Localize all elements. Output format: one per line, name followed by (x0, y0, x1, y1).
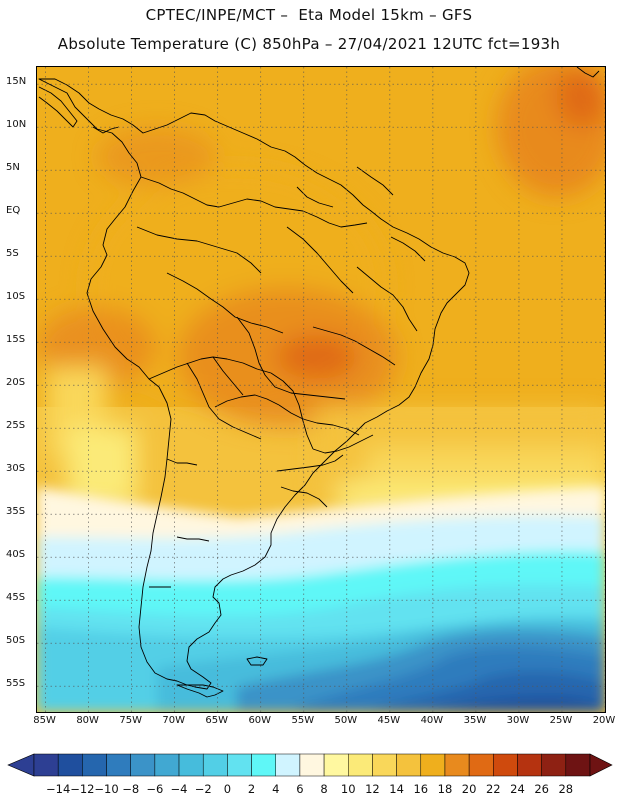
legend-value-label: 22 (485, 782, 501, 796)
legend-value-label: 16 (413, 782, 429, 796)
map-title-line-2: Absolute Temperature (C) 850hPa – 27/04/… (57, 35, 561, 53)
latitude-label: EQ (6, 205, 21, 217)
latitude-label: 30S (6, 463, 26, 475)
longitude-label: 40W (420, 715, 444, 726)
longitude-label: 30W (506, 715, 530, 726)
legend-color-swatch (154, 753, 180, 777)
legend-value-label: 6 (296, 782, 304, 796)
longitude-label: 35W (463, 715, 487, 726)
longitude-label: 60W (248, 715, 272, 726)
legend-color-swatch (227, 753, 252, 777)
legend-value-label: 18 (437, 782, 453, 796)
lat-lon-grid (37, 67, 605, 712)
longitude-label: 85W (33, 715, 56, 726)
legend-color-swatch (372, 753, 397, 777)
legend-value-label: 26 (534, 782, 549, 796)
legend-color-swatch (106, 753, 131, 777)
legend-color-swatch (299, 753, 325, 777)
legend-value-label: 10 (340, 782, 356, 796)
legend-color-swatch (57, 753, 83, 777)
latitude-label: 15N (6, 76, 27, 88)
longitude-label: 70W (162, 715, 185, 726)
legend-value-label: −8 (122, 782, 140, 796)
legend-value-label: −2 (194, 782, 212, 796)
legend-color-swatch (348, 753, 373, 777)
longitude-label: 25W (549, 715, 573, 726)
legend-value-label: 2 (247, 782, 256, 796)
legend-value-label: −10 (94, 782, 119, 796)
temperature-color-legend (7, 753, 613, 777)
longitude-label: 55W (291, 715, 315, 726)
longitude-label: 65W (205, 715, 229, 726)
legend-value-label: −4 (170, 782, 188, 796)
legend-value-label: −6 (146, 782, 164, 796)
latitude-label: 50S (6, 635, 26, 647)
legend-color-swatch (493, 753, 518, 777)
legend-value-label: 24 (510, 782, 525, 796)
legend-color-swatch (251, 753, 276, 777)
longitude-label: 45W (377, 715, 401, 726)
legend-color-swatch (275, 753, 301, 777)
longitude-label: 75W (119, 715, 142, 726)
latitude-label: 5N (6, 162, 20, 174)
legend-color-swatch (468, 753, 494, 777)
longitude-label: 80W (76, 715, 99, 726)
legend-color-swatch (33, 753, 59, 777)
legend-color-swatch (202, 753, 228, 777)
legend-arrow-high (589, 753, 613, 777)
legend-value-label: 14 (389, 782, 404, 796)
legend-color-swatch (444, 753, 470, 777)
legend-color-swatch (323, 753, 349, 777)
legend-value-label: 4 (272, 782, 280, 796)
legend-value-label: 28 (558, 782, 574, 796)
legend-color-swatch (178, 753, 204, 777)
latitude-label: 40S (6, 549, 26, 561)
legend-value-label: −12 (70, 782, 95, 796)
legend-value-label: −14 (46, 782, 71, 796)
legend-value-label: 20 (461, 782, 477, 796)
temperature-shading (37, 67, 605, 712)
latitude-label: 20S (6, 377, 26, 389)
legend-color-swatch (82, 753, 107, 777)
latitude-label: 55S (6, 678, 26, 690)
latitude-label: 15S (6, 334, 26, 346)
legend-value-label: 12 (365, 782, 380, 796)
latitude-label: 10N (6, 119, 27, 131)
legend-value-label: 8 (320, 782, 328, 796)
legend-color-swatch (130, 753, 156, 777)
latitude-label: 35S (6, 506, 26, 518)
latitude-label: 5S (6, 248, 19, 260)
latitude-label: 10S (6, 291, 26, 303)
legend-color-swatch (420, 753, 446, 777)
legend-color-swatch (517, 753, 542, 777)
legend-arrow-low (7, 753, 35, 777)
map-title-line-1: CPTEC/INPE/MCT – Eta Model 15km – GFS (145, 6, 473, 24)
longitude-label: 50W (334, 715, 358, 726)
temperature-map (36, 66, 606, 713)
longitude-label: 20W (592, 715, 616, 726)
legend-color-swatch (396, 753, 422, 777)
latitude-label: 45S (6, 592, 26, 604)
coastlines (38, 67, 600, 698)
legend-color-swatch (541, 753, 567, 777)
latitude-label: 25S (6, 420, 26, 432)
legend-value-label: 0 (223, 782, 232, 796)
legend-color-swatch (565, 753, 591, 777)
